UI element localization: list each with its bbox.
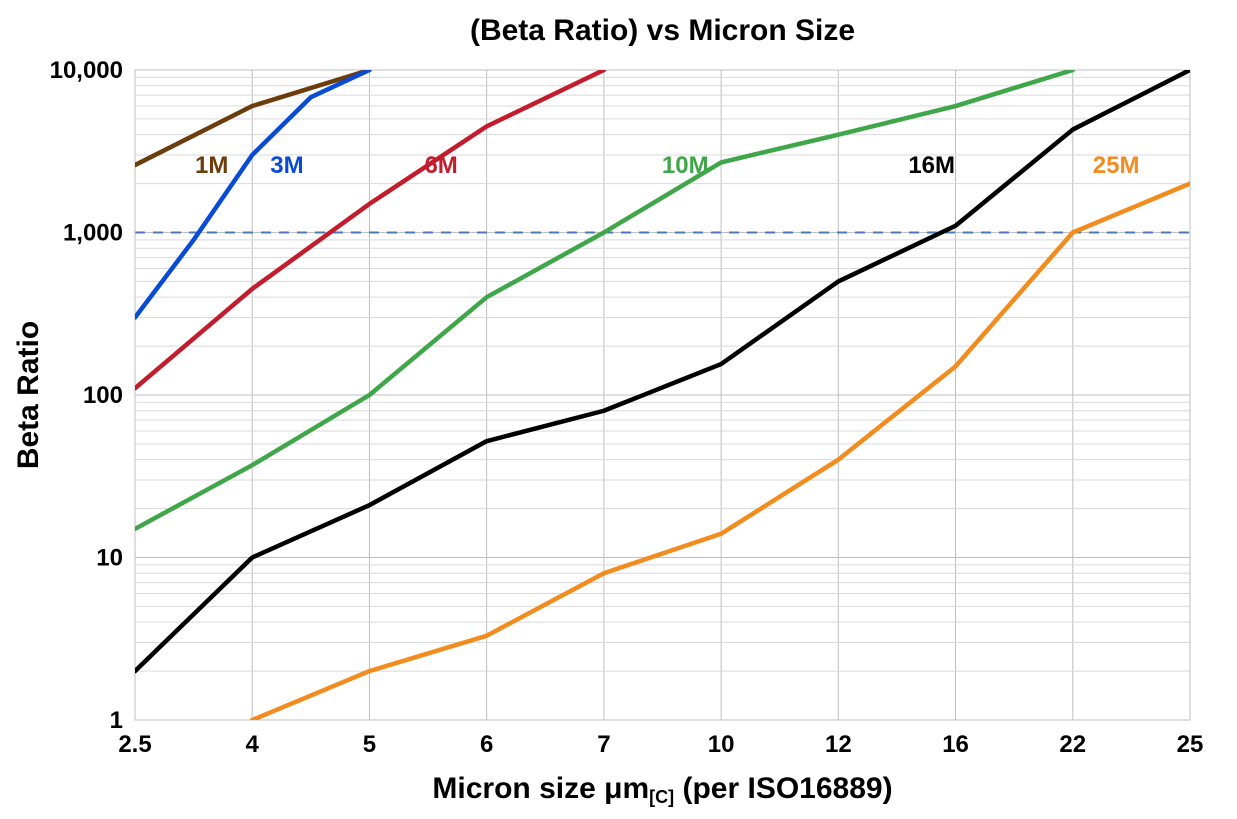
- x-tick-label: 2.5: [118, 731, 151, 758]
- x-tick-label: 22: [1059, 731, 1086, 758]
- series-label-16M: 16M: [908, 152, 955, 179]
- series-label-6M: 6M: [424, 152, 457, 179]
- x-tick-label: 10: [708, 731, 735, 758]
- y-axis-label: Beta Ratio: [12, 321, 45, 469]
- x-tick-label: 7: [597, 731, 610, 758]
- y-tick-label: 1: [110, 707, 123, 734]
- x-tick-label: 4: [246, 731, 260, 758]
- y-tick-label: 100: [83, 382, 123, 409]
- y-tick-label: 1,000: [63, 220, 123, 247]
- beta-ratio-chart: 1M 3M 6M 10M 16M 25M 2.5 4 5 6 7 10 12 16 22 25 1 10 100 1,…: [0, 0, 1237, 819]
- series-label-3M: 3M: [270, 152, 303, 179]
- x-tick-label: 25: [1177, 731, 1204, 758]
- x-tick-label: 12: [825, 731, 852, 758]
- series-label-10M: 10M: [662, 152, 709, 179]
- series-label-25M: 25M: [1093, 152, 1140, 179]
- x-tick-label: 16: [942, 731, 969, 758]
- chart-container: 1M 3M 6M 10M 16M 25M 2.5 4 5 6 7 10 12 16 22 25 1 10 100 1,…: [0, 0, 1237, 819]
- x-tick-label: 6: [480, 731, 493, 758]
- y-tick-label: 10,000: [50, 57, 123, 84]
- x-tick-label: 5: [363, 731, 376, 758]
- x-axis-label: Micron size μm[C] (per ISO16889): [432, 772, 892, 807]
- chart-title: (Beta Ratio) vs Micron Size: [470, 14, 855, 47]
- series-label-1M: 1M: [195, 152, 228, 179]
- y-tick-label: 10: [96, 545, 123, 572]
